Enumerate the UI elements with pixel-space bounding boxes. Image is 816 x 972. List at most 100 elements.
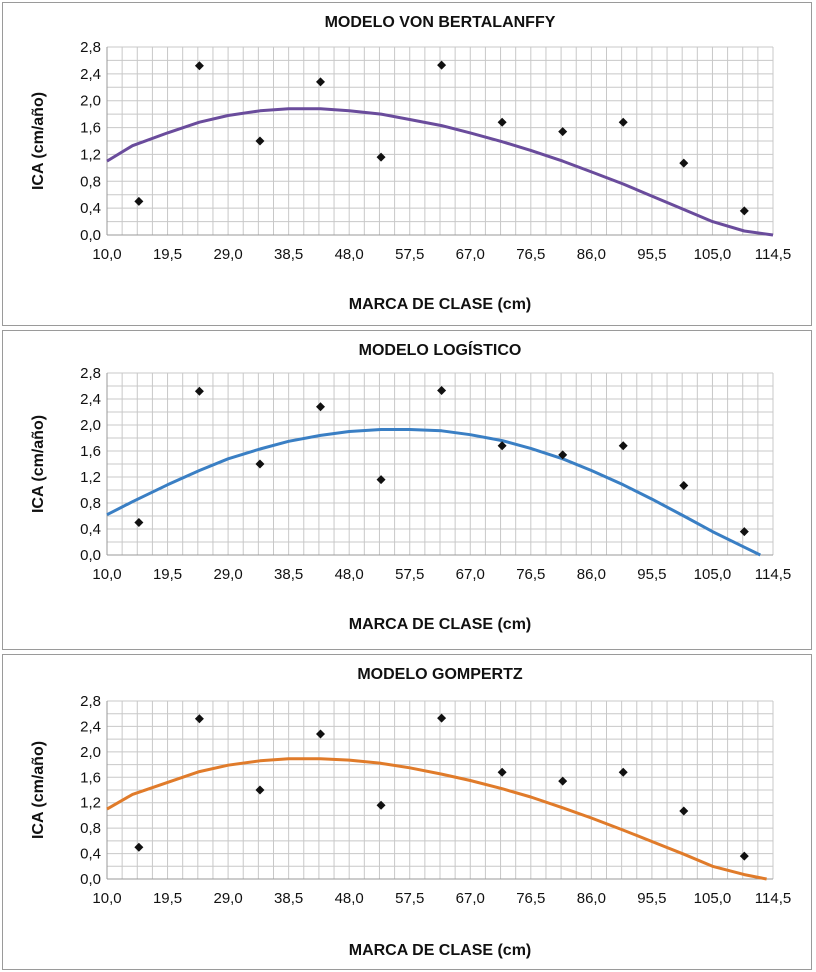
chart-1-data-point — [679, 480, 689, 490]
chart-2-y-tick-label: 0,8 — [80, 820, 101, 837]
chart-0-x-tick-label: 76,5 — [516, 246, 545, 263]
chart-2-y-tick-label: 2,8 — [80, 693, 101, 710]
chart-1-data-point — [618, 441, 628, 451]
chart-0-x-tick-label: 29,0 — [213, 246, 242, 263]
chart-1-data-point — [739, 527, 749, 537]
chart-1-x-tick-label: 95,5 — [637, 566, 666, 583]
chart-0-data-point — [194, 61, 204, 71]
chart-1-y-tick-label: 2,4 — [80, 391, 101, 408]
chart-1-data-point — [497, 441, 507, 451]
chart-0-x-axis-label: MARCA DE CLASE (cm) — [349, 296, 532, 313]
chart-0-x-tick-label: 114,5 — [755, 246, 791, 263]
chart-2-x-tick-label: 19,5 — [153, 890, 182, 907]
chart-2-data-point — [497, 767, 507, 777]
chart-1-y-tick-label: 0,4 — [80, 521, 101, 538]
chart-0-y-tick-label: 0,4 — [80, 200, 101, 217]
chart-2-x-tick-label: 86,0 — [577, 890, 606, 907]
chart-0-y-tick-label: 0,8 — [80, 173, 101, 190]
chart-2-y-tick-label: 2,0 — [80, 744, 101, 761]
chart-1-y-tick-label: 0,0 — [80, 547, 101, 564]
chart-1-y-tick-label: 1,6 — [80, 443, 101, 460]
chart-2-x-tick-label: 29,0 — [213, 890, 242, 907]
chart-1-x-tick-label: 19,5 — [153, 566, 182, 583]
chart-1-y-tick-label: 2,0 — [80, 417, 101, 434]
chart-2-data-point — [618, 767, 628, 777]
chart-1-y-tick-label: 0,8 — [80, 495, 101, 512]
chart-1-x-tick-label: 86,0 — [577, 566, 606, 583]
chart-1-x-tick-label: 29,0 — [213, 566, 242, 583]
chart-1-title: MODELO LOGÍSTICO — [359, 340, 522, 359]
chart-1-data-point — [376, 475, 386, 485]
chart-2-x-tick-label: 114,5 — [755, 890, 791, 907]
chart-0-x-tick-label: 48,0 — [335, 246, 364, 263]
chart-1-data-point — [316, 402, 326, 412]
chart-1-x-tick-label: 38,5 — [274, 566, 303, 583]
chart-0-x-tick-label: 57,5 — [395, 246, 424, 263]
chart-1-data-point — [134, 518, 144, 527]
chart-1-data-point — [558, 450, 568, 460]
chart-0-data-point — [497, 117, 507, 127]
chart-0-x-tick-label: 38,5 — [274, 246, 303, 263]
chart-2-data-point — [437, 713, 447, 723]
chart-2-data-point — [376, 800, 386, 810]
chart-2-data-point — [194, 714, 204, 724]
chart-0-x-tick-label: 86,0 — [577, 246, 606, 263]
chart-von-bertalanffy: MODELO VON BERTALANFFY 10,0 19,5 29,0 38,5 48… — [30, 14, 791, 313]
chart-0-data-point — [437, 60, 447, 70]
chart-1-x-tick-label: 48,0 — [335, 566, 364, 583]
chart-1-data-point — [437, 386, 447, 396]
chart-2-model-curve — [106, 757, 767, 881]
chart-1-x-tick-label: 67,0 — [456, 566, 485, 583]
chart-0-data-point — [316, 77, 326, 87]
chart-0-data-point — [679, 158, 689, 168]
chart-2-x-tick-label: 57,5 — [395, 890, 424, 907]
chart-2-y-tick-label: 2,4 — [80, 718, 101, 735]
chart-0-data-point — [618, 117, 628, 127]
chart-1-data-point — [255, 459, 265, 469]
chart-2-x-axis-label: MARCA DE CLASE (cm) — [349, 942, 532, 959]
chart-0-data-point — [739, 206, 749, 216]
chart-0-y-tick-label: 1,2 — [80, 146, 101, 163]
chart-gompertz: MODELO GOMPERTZ 10,0 19,5 29,0 38,5 48,0 57,5 6… — [30, 666, 791, 959]
chart-0-x-tick-label: 105,0 — [694, 246, 732, 263]
chart-2-y-axis-label: ICA (cm/año) — [30, 741, 47, 839]
chart-1-x-tick-label: 10,0 — [92, 566, 121, 583]
chart-0-grid — [106, 46, 774, 236]
chart-0-model-curve — [106, 107, 774, 237]
chart-1-x-tick-label: 76,5 — [516, 566, 545, 583]
chart-1-x-tick-label: 105,0 — [694, 566, 732, 583]
chart-logistico: MODELO LOGÍSTICO 10,0 19,5 29,0 38,5 48,0 57,5… — [30, 340, 791, 633]
chart-panel-gompertz: MODELO GOMPERTZ 10,0 19,5 29,0 38,5 48,0 57,5 6… — [2, 654, 812, 970]
chart-1-x-axis-label: MARCA DE CLASE (cm) — [349, 616, 532, 633]
chart-2-x-tick-label: 105,0 — [694, 890, 732, 907]
chart-0-x-tick-label: 19,5 — [153, 246, 182, 263]
chart-2-data-point — [134, 842, 144, 852]
chart-1-x-tick-label: 114,5 — [755, 566, 791, 583]
chart-0-y-tick-label: 2,0 — [80, 93, 101, 110]
chart-1-y-tick-label: 1,2 — [80, 469, 101, 486]
chart-1-model-curve — [106, 428, 761, 557]
chart-0-y-axis-label: ICA (cm/año) — [30, 92, 47, 190]
chart-0-x-tick-label: 10,0 — [92, 246, 121, 263]
chart-1-y-axis-label: ICA (cm/año) — [30, 415, 47, 513]
chart-0-data-point — [255, 136, 265, 146]
chart-0-y-tick-label: 2,4 — [80, 66, 101, 83]
chart-2-grid — [106, 700, 774, 880]
chart-panel-von-bertalanffy: MODELO VON BERTALANFFY 10,0 19,5 29,0 38,5 48… — [2, 2, 812, 326]
chart-2-y-tick-label: 1,6 — [80, 769, 101, 786]
chart-2-y-tick-label: 0,0 — [80, 871, 101, 888]
chart-2-x-tick-label: 76,5 — [516, 890, 545, 907]
chart-2-x-tick-label: 95,5 — [637, 890, 666, 907]
chart-0-x-tick-label: 67,0 — [456, 246, 485, 263]
chart-2-data-point — [679, 806, 689, 816]
chart-2-data-point — [739, 851, 749, 861]
chart-0-y-tick-label: 1,6 — [80, 120, 101, 137]
chart-0-title: MODELO VON BERTALANFFY — [325, 14, 556, 31]
chart-0-data-point — [376, 152, 386, 162]
chart-0-y-tick-label: 0,0 — [80, 227, 101, 244]
chart-2-title: MODELO GOMPERTZ — [357, 666, 523, 683]
chart-2-y-tick-label: 1,2 — [80, 795, 101, 812]
chart-1-data-point — [194, 386, 204, 396]
chart-panel-logistico: MODELO LOGÍSTICO 10,0 19,5 29,0 38,5 48,0 57,5… — [2, 330, 812, 650]
chart-2-y-tick-label: 0,4 — [80, 846, 101, 863]
